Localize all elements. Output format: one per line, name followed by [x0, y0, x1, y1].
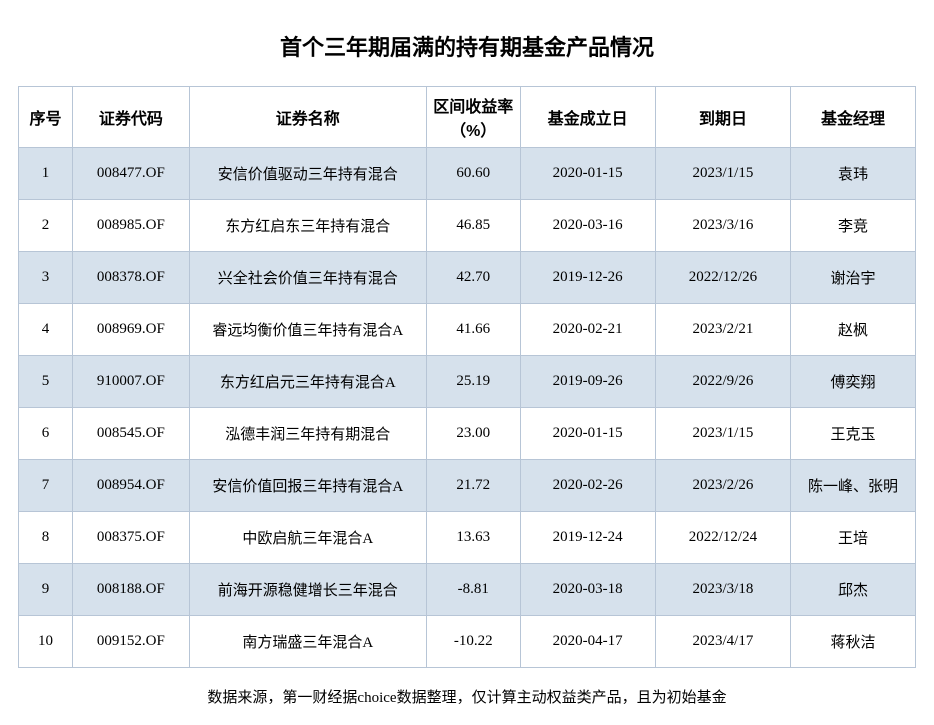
cell-name: 南方瑞盛三年混合A: [189, 616, 426, 668]
table-row: 4008969.OF睿远均衡价值三年持有混合A41.662020-02-2120…: [19, 304, 916, 356]
cell-mgr: 赵枫: [791, 304, 916, 356]
cell-name: 前海开源稳健增长三年混合: [189, 564, 426, 616]
cell-date1: 2019-12-24: [520, 512, 655, 564]
fund-table: 序号证券代码证券名称区间收益率（%）基金成立日到期日基金经理 1008477.O…: [18, 86, 916, 668]
cell-seq: 5: [19, 356, 73, 408]
cell-ret: 46.85: [426, 200, 520, 252]
cell-seq: 6: [19, 408, 73, 460]
cell-code: 910007.OF: [73, 356, 190, 408]
cell-mgr: 蒋秋洁: [791, 616, 916, 668]
cell-date2: 2023/2/26: [655, 460, 790, 512]
cell-mgr: 邱杰: [791, 564, 916, 616]
table-row: 1008477.OF安信价值驱动三年持有混合60.602020-01-15202…: [19, 148, 916, 200]
cell-seq: 3: [19, 252, 73, 304]
cell-ret: 21.72: [426, 460, 520, 512]
cell-date2: 2023/2/21: [655, 304, 790, 356]
cell-seq: 4: [19, 304, 73, 356]
page-title: 首个三年期届满的持有期基金产品情况: [18, 30, 916, 62]
cell-seq: 2: [19, 200, 73, 252]
cell-name: 安信价值回报三年持有混合A: [189, 460, 426, 512]
cell-mgr: 王克玉: [791, 408, 916, 460]
cell-name: 安信价值驱动三年持有混合: [189, 148, 426, 200]
cell-code: 008477.OF: [73, 148, 190, 200]
report-container: 首个三年期届满的持有期基金产品情况 序号证券代码证券名称区间收益率（%）基金成立…: [0, 0, 934, 723]
col-header-code: 证券代码: [73, 87, 190, 148]
table-row: 8008375.OF中欧启航三年混合A13.632019-12-242022/1…: [19, 512, 916, 564]
cell-mgr: 傅奕翔: [791, 356, 916, 408]
table-row: 2008985.OF东方红启东三年持有混合46.852020-03-162023…: [19, 200, 916, 252]
footnote: 数据来源，第一财经据choice数据整理，仅计算主动权益类产品，且为初始基金: [18, 686, 916, 707]
cell-name: 兴全社会价值三年持有混合: [189, 252, 426, 304]
cell-ret: 13.63: [426, 512, 520, 564]
cell-name: 东方红启元三年持有混合A: [189, 356, 426, 408]
cell-seq: 7: [19, 460, 73, 512]
cell-mgr: 陈一峰、张明: [791, 460, 916, 512]
table-row: 9008188.OF前海开源稳健增长三年混合-8.812020-03-18202…: [19, 564, 916, 616]
cell-code: 008188.OF: [73, 564, 190, 616]
col-header-date1: 基金成立日: [520, 87, 655, 148]
col-header-ret: 区间收益率（%）: [426, 87, 520, 148]
cell-seq: 1: [19, 148, 73, 200]
cell-mgr: 袁玮: [791, 148, 916, 200]
table-row: 5910007.OF东方红启元三年持有混合A25.192019-09-26202…: [19, 356, 916, 408]
cell-ret: 60.60: [426, 148, 520, 200]
cell-mgr: 王培: [791, 512, 916, 564]
cell-date2: 2023/1/15: [655, 148, 790, 200]
cell-code: 008378.OF: [73, 252, 190, 304]
col-header-date2: 到期日: [655, 87, 790, 148]
cell-ret: 23.00: [426, 408, 520, 460]
cell-name: 中欧启航三年混合A: [189, 512, 426, 564]
cell-date2: 2023/4/17: [655, 616, 790, 668]
cell-date1: 2020-01-15: [520, 148, 655, 200]
cell-date1: 2020-03-16: [520, 200, 655, 252]
cell-date2: 2022/12/24: [655, 512, 790, 564]
cell-date1: 2020-01-15: [520, 408, 655, 460]
cell-date2: 2022/12/26: [655, 252, 790, 304]
cell-ret: 41.66: [426, 304, 520, 356]
cell-date1: 2020-02-21: [520, 304, 655, 356]
table-body: 1008477.OF安信价值驱动三年持有混合60.602020-01-15202…: [19, 148, 916, 668]
cell-code: 008375.OF: [73, 512, 190, 564]
cell-date1: 2020-03-18: [520, 564, 655, 616]
cell-ret: -8.81: [426, 564, 520, 616]
cell-seq: 9: [19, 564, 73, 616]
cell-ret: 25.19: [426, 356, 520, 408]
cell-name: 睿远均衡价值三年持有混合A: [189, 304, 426, 356]
cell-seq: 10: [19, 616, 73, 668]
table-row: 10009152.OF南方瑞盛三年混合A-10.222020-04-172023…: [19, 616, 916, 668]
col-header-mgr: 基金经理: [791, 87, 916, 148]
table-row: 6008545.OF泓德丰润三年持有期混合23.002020-01-152023…: [19, 408, 916, 460]
table-row: 3008378.OF兴全社会价值三年持有混合42.702019-12-26202…: [19, 252, 916, 304]
col-header-name: 证券名称: [189, 87, 426, 148]
cell-date1: 2020-02-26: [520, 460, 655, 512]
cell-code: 008969.OF: [73, 304, 190, 356]
cell-mgr: 谢治宇: [791, 252, 916, 304]
cell-code: 008545.OF: [73, 408, 190, 460]
cell-name: 泓德丰润三年持有期混合: [189, 408, 426, 460]
table-header-row: 序号证券代码证券名称区间收益率（%）基金成立日到期日基金经理: [19, 87, 916, 148]
table-row: 7008954.OF安信价值回报三年持有混合A21.722020-02-2620…: [19, 460, 916, 512]
cell-seq: 8: [19, 512, 73, 564]
cell-code: 009152.OF: [73, 616, 190, 668]
cell-date2: 2022/9/26: [655, 356, 790, 408]
cell-mgr: 李竞: [791, 200, 916, 252]
cell-date2: 2023/3/16: [655, 200, 790, 252]
cell-code: 008954.OF: [73, 460, 190, 512]
cell-ret: 42.70: [426, 252, 520, 304]
cell-date2: 2023/1/15: [655, 408, 790, 460]
cell-name: 东方红启东三年持有混合: [189, 200, 426, 252]
cell-code: 008985.OF: [73, 200, 190, 252]
cell-ret: -10.22: [426, 616, 520, 668]
cell-date1: 2019-09-26: [520, 356, 655, 408]
cell-date1: 2020-04-17: [520, 616, 655, 668]
col-header-seq: 序号: [19, 87, 73, 148]
cell-date1: 2019-12-26: [520, 252, 655, 304]
cell-date2: 2023/3/18: [655, 564, 790, 616]
